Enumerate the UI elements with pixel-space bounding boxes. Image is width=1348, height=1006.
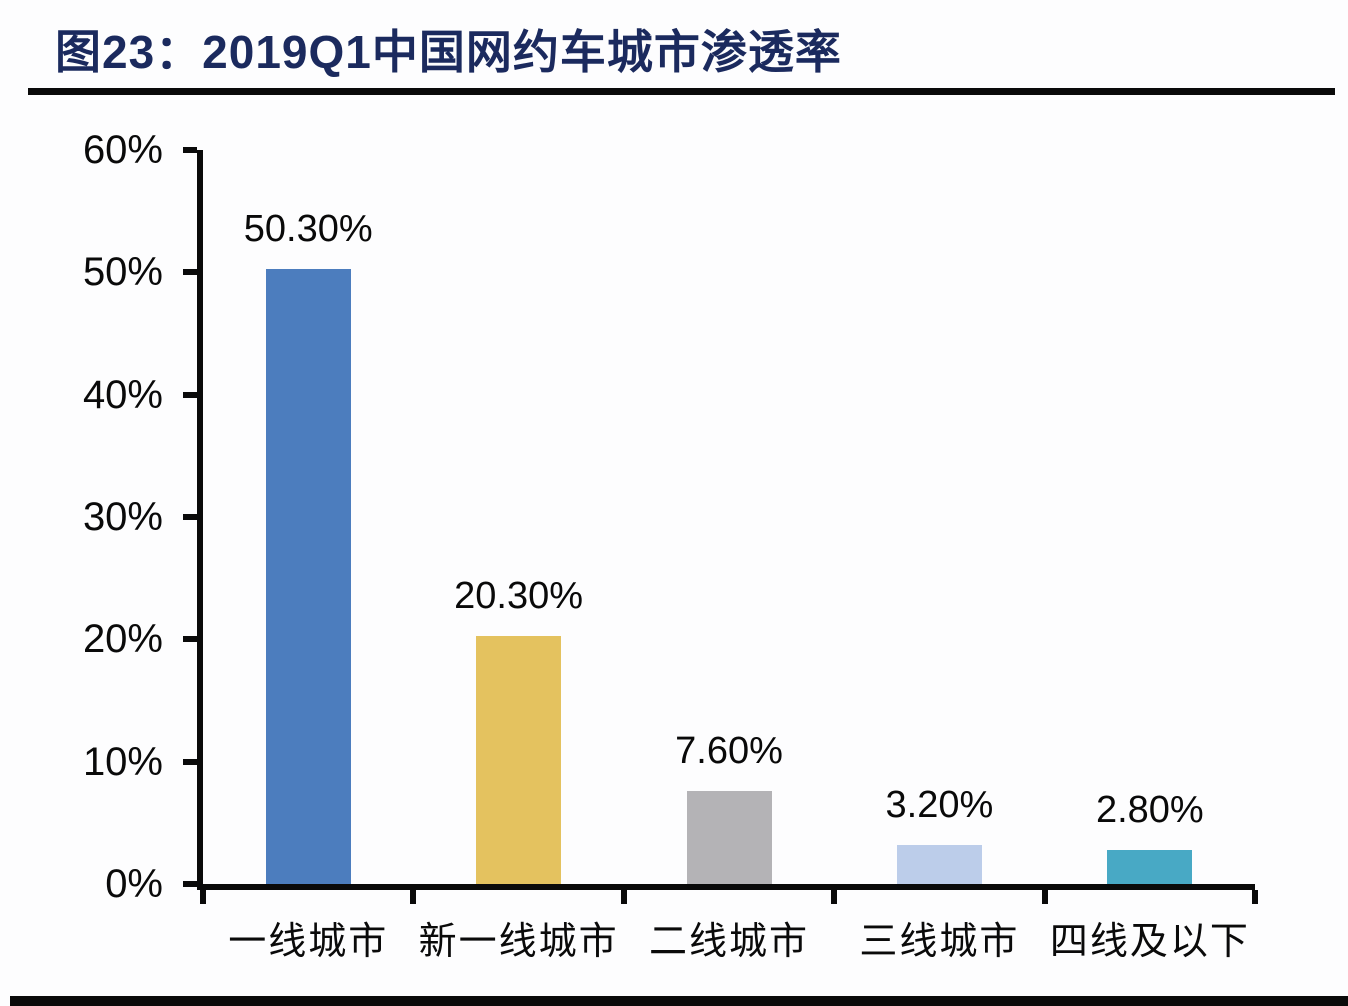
y-axis-tick-label: 20%: [82, 617, 163, 662]
bar: [1107, 849, 1193, 884]
y-axis-tick-label: 30%: [82, 495, 163, 539]
figure-title: 图23：2019Q1中国网约车城市渗透率: [55, 26, 842, 78]
category-label: 二线城市: [649, 921, 810, 963]
y-axis-tick-label: 50%: [82, 250, 163, 295]
y-axis-tick-mark: [183, 514, 197, 520]
y-axis-tick-mark: [183, 147, 197, 153]
bar-value-label: 7.60%: [675, 730, 783, 773]
title-divider: [28, 88, 1335, 95]
x-axis-tick-mark: [1252, 890, 1258, 904]
y-axis-tick-label: 60%: [82, 128, 163, 172]
bar: [476, 635, 562, 884]
bar: [686, 791, 772, 884]
y-axis-tick-label: 0%: [105, 862, 163, 906]
y-axis-tick-label: 40%: [82, 372, 163, 417]
x-axis-tick-mark: [620, 890, 627, 904]
bar-column: 20.30% 新一线城市: [413, 150, 623, 963]
category-label: 新一线城市: [418, 921, 619, 963]
bar-chart-plot-area: 0% 10% 20% 30% 40% 50% 60% 50.30% 一线城市 20.30% 新一线城…: [83, 128, 1258, 963]
bar-column: 2.80% 四线及以下: [1045, 150, 1255, 963]
y-axis-tick-mark: [183, 758, 197, 765]
bar: [896, 844, 982, 884]
bottom-divider: [10, 996, 1348, 1006]
y-axis-tick-label: 10%: [82, 739, 163, 784]
bar-column: 7.60% 二线城市: [624, 150, 834, 963]
x-axis-tick-mark: [1041, 890, 1048, 904]
bar-value-label: 50.30%: [243, 207, 373, 250]
bar-value-label: 20.30%: [454, 574, 584, 617]
bar-column: 50.30% 一线城市: [203, 150, 413, 963]
y-axis-tick-mark: [183, 881, 197, 887]
category-label: 一线城市: [228, 921, 389, 963]
y-axis-tick-mark: [183, 391, 197, 398]
category-label: 四线及以下: [1049, 921, 1250, 963]
category-label: 三线城市: [859, 921, 1020, 963]
x-axis-tick-mark: [831, 890, 838, 904]
y-axis-tick-mark: [183, 636, 197, 643]
bar-value-label: 2.80%: [1095, 788, 1204, 831]
bar-column: 3.20% 三线城市: [834, 150, 1044, 963]
x-axis-tick-mark: [200, 890, 206, 904]
y-axis-tick-mark: [183, 269, 197, 276]
bar: [265, 268, 351, 884]
x-axis-tick-mark: [410, 890, 417, 904]
bar-value-label: 3.20%: [885, 783, 994, 826]
